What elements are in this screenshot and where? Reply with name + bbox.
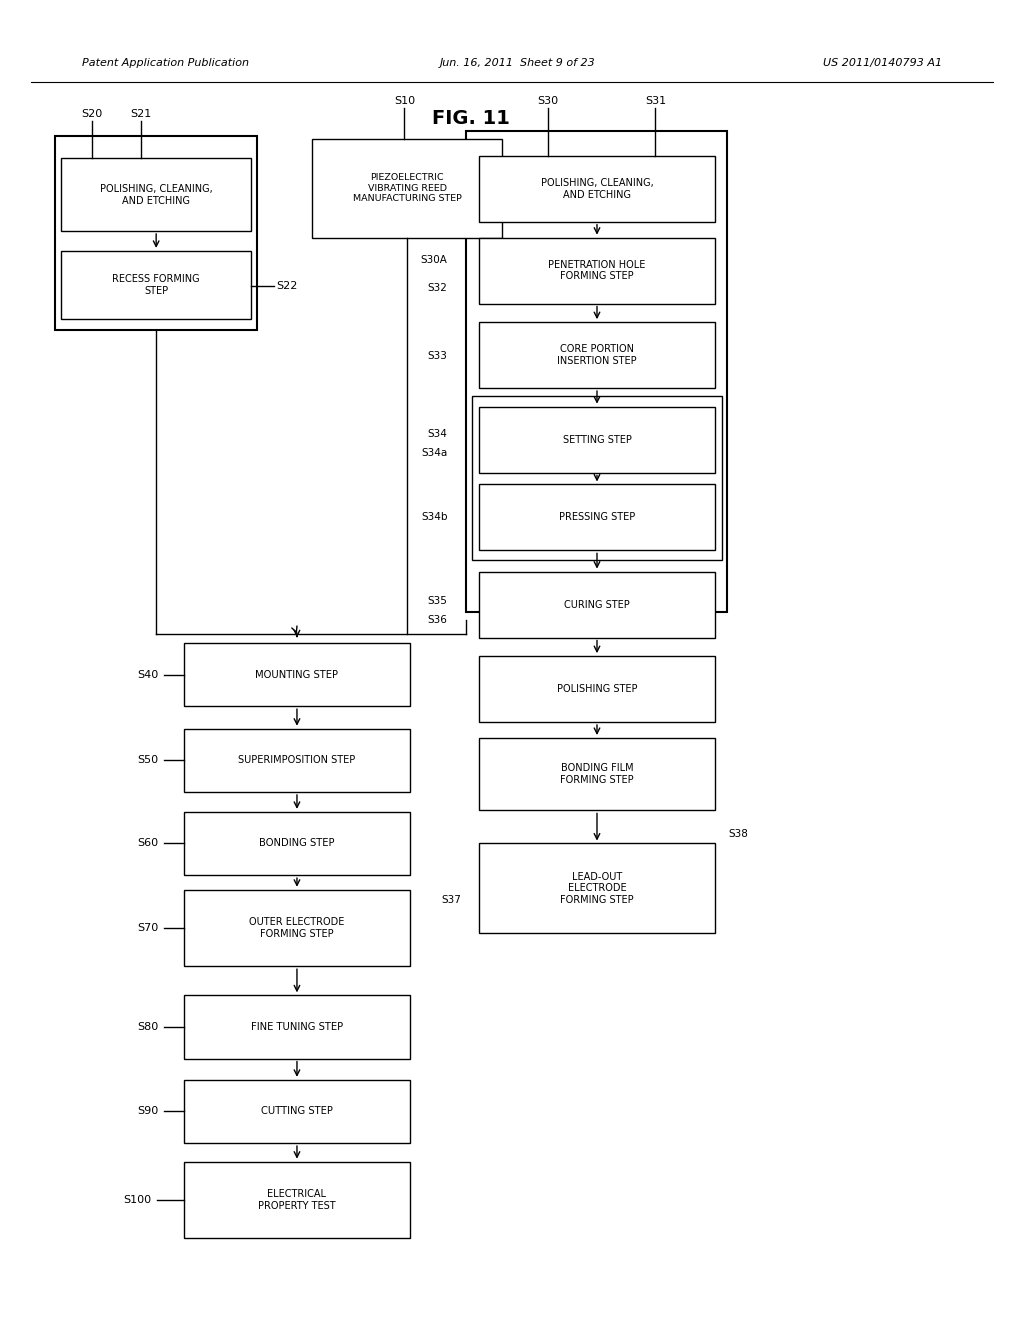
Text: S22: S22 <box>276 281 298 292</box>
Text: CURING STEP: CURING STEP <box>564 599 630 610</box>
FancyBboxPatch shape <box>479 656 715 722</box>
Text: POLISHING STEP: POLISHING STEP <box>557 684 637 694</box>
Text: CORE PORTION
INSERTION STEP: CORE PORTION INSERTION STEP <box>557 345 637 366</box>
FancyBboxPatch shape <box>479 238 715 304</box>
Text: S33: S33 <box>428 351 447 362</box>
FancyBboxPatch shape <box>479 572 715 638</box>
FancyBboxPatch shape <box>184 1162 410 1238</box>
Text: S34a: S34a <box>421 447 447 458</box>
Text: POLISHING, CLEANING,
AND ETCHING: POLISHING, CLEANING, AND ETCHING <box>99 183 213 206</box>
Text: S34: S34 <box>428 429 447 440</box>
Text: S35: S35 <box>428 595 447 606</box>
Text: S37: S37 <box>441 895 461 906</box>
Text: Patent Application Publication: Patent Application Publication <box>82 58 249 69</box>
Text: LEAD-OUT
ELECTRODE
FORMING STEP: LEAD-OUT ELECTRODE FORMING STEP <box>560 871 634 906</box>
Text: S30: S30 <box>538 95 558 106</box>
Text: PENETRATION HOLE
FORMING STEP: PENETRATION HOLE FORMING STEP <box>548 260 646 281</box>
Text: S50: S50 <box>137 755 159 766</box>
Text: RECESS FORMING
STEP: RECESS FORMING STEP <box>113 275 200 296</box>
FancyBboxPatch shape <box>184 890 410 966</box>
Text: S10: S10 <box>394 95 415 106</box>
Text: US 2011/0140793 A1: US 2011/0140793 A1 <box>823 58 942 69</box>
Text: PIEZOELECTRIC
VIBRATING REED
MANUFACTURING STEP: PIEZOELECTRIC VIBRATING REED MANUFACTURI… <box>352 173 462 203</box>
Text: OUTER ELECTRODE
FORMING STEP: OUTER ELECTRODE FORMING STEP <box>249 917 345 939</box>
FancyBboxPatch shape <box>479 843 715 933</box>
Text: ELECTRICAL
PROPERTY TEST: ELECTRICAL PROPERTY TEST <box>258 1189 336 1210</box>
Text: S90: S90 <box>137 1106 159 1117</box>
Text: PRESSING STEP: PRESSING STEP <box>559 512 635 523</box>
Text: S21: S21 <box>131 108 152 119</box>
Text: S34b: S34b <box>421 512 447 523</box>
Text: FIG. 11: FIG. 11 <box>432 110 510 128</box>
Text: S80: S80 <box>137 1022 159 1032</box>
Text: FINE TUNING STEP: FINE TUNING STEP <box>251 1022 343 1032</box>
Text: BONDING FILM
FORMING STEP: BONDING FILM FORMING STEP <box>560 763 634 785</box>
FancyBboxPatch shape <box>479 407 715 473</box>
FancyBboxPatch shape <box>184 729 410 792</box>
Text: S100: S100 <box>124 1195 152 1205</box>
Text: CUTTING STEP: CUTTING STEP <box>261 1106 333 1117</box>
Text: S32: S32 <box>428 282 447 293</box>
Text: S70: S70 <box>137 923 159 933</box>
Text: S60: S60 <box>137 838 159 849</box>
FancyBboxPatch shape <box>184 1080 410 1143</box>
Text: POLISHING, CLEANING,
AND ETCHING: POLISHING, CLEANING, AND ETCHING <box>541 178 653 199</box>
FancyBboxPatch shape <box>184 995 410 1059</box>
FancyBboxPatch shape <box>184 812 410 875</box>
Text: S38: S38 <box>728 829 748 840</box>
Text: Jun. 16, 2011  Sheet 9 of 23: Jun. 16, 2011 Sheet 9 of 23 <box>440 58 596 69</box>
Text: SUPERIMPOSITION STEP: SUPERIMPOSITION STEP <box>239 755 355 766</box>
FancyBboxPatch shape <box>479 322 715 388</box>
Text: S20: S20 <box>82 108 102 119</box>
FancyBboxPatch shape <box>312 139 502 238</box>
Text: S40: S40 <box>137 669 159 680</box>
Text: S30A: S30A <box>421 255 447 265</box>
FancyBboxPatch shape <box>479 156 715 222</box>
FancyBboxPatch shape <box>61 158 251 231</box>
Text: SETTING STEP: SETTING STEP <box>562 434 632 445</box>
FancyBboxPatch shape <box>479 738 715 810</box>
Text: BONDING STEP: BONDING STEP <box>259 838 335 849</box>
Text: S36: S36 <box>428 615 447 626</box>
FancyBboxPatch shape <box>479 484 715 550</box>
FancyBboxPatch shape <box>61 251 251 319</box>
Text: S31: S31 <box>645 95 666 106</box>
Text: MOUNTING STEP: MOUNTING STEP <box>255 669 339 680</box>
FancyBboxPatch shape <box>184 643 410 706</box>
